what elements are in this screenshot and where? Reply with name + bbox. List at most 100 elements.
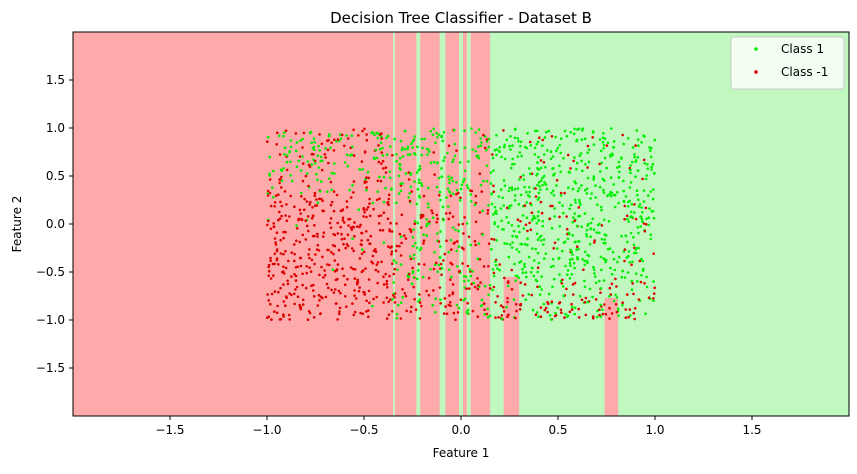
point-class-neg1 [278, 217, 282, 220]
point-class-neg1 [269, 227, 273, 230]
point-class-1 [628, 186, 632, 189]
point-class-neg1 [296, 295, 300, 299]
point-class-neg1 [278, 153, 282, 156]
point-class-1 [507, 207, 511, 210]
point-class-neg1 [551, 204, 554, 208]
point-class-1 [532, 259, 536, 262]
point-class-neg1 [303, 197, 306, 201]
point-class-neg1 [593, 239, 596, 242]
point-class-neg1 [621, 133, 624, 137]
point-class-neg1 [290, 293, 293, 297]
point-class-1 [602, 191, 606, 194]
point-class-1 [612, 183, 615, 186]
point-class-neg1 [557, 302, 561, 305]
point-class-1 [522, 227, 525, 230]
point-class-neg1 [275, 143, 279, 146]
point-class-neg1 [524, 223, 528, 227]
point-class-1 [373, 133, 376, 137]
point-class-neg1 [300, 218, 304, 222]
point-class-neg1 [300, 195, 303, 198]
point-class-1 [529, 271, 533, 274]
point-class-1 [633, 211, 636, 214]
point-class-1 [636, 138, 640, 141]
point-class-1 [539, 179, 543, 183]
point-class-neg1 [311, 206, 314, 209]
point-class-neg1 [360, 160, 364, 163]
point-class-neg1 [565, 287, 568, 291]
point-class-neg1 [410, 190, 414, 193]
point-class-1 [493, 222, 496, 226]
point-class-neg1 [313, 224, 316, 227]
point-class-neg1 [583, 301, 587, 304]
point-class-1 [502, 179, 506, 182]
point-class-neg1 [267, 315, 271, 319]
point-class-1 [472, 281, 476, 285]
point-class-1 [571, 253, 574, 256]
point-class-neg1 [439, 262, 443, 266]
point-class-1 [640, 274, 643, 277]
point-class-1 [651, 162, 655, 166]
point-class-neg1 [482, 302, 486, 305]
point-class-1 [415, 171, 419, 174]
point-class-1 [406, 153, 410, 157]
point-class-neg1 [323, 269, 326, 272]
point-class-neg1 [580, 298, 584, 302]
point-class-1 [526, 243, 529, 247]
point-class-1 [649, 155, 653, 159]
point-class-neg1 [518, 308, 522, 311]
point-class-1 [440, 134, 444, 138]
point-class-1 [635, 189, 639, 192]
point-class-1 [437, 133, 441, 137]
point-class-1 [455, 303, 459, 307]
point-class-1 [440, 267, 444, 270]
point-class-neg1 [333, 259, 337, 262]
point-class-1 [601, 136, 605, 140]
point-class-1 [494, 260, 497, 263]
point-class-neg1 [273, 237, 277, 240]
point-class-neg1 [474, 194, 478, 198]
point-class-neg1 [278, 181, 281, 185]
point-class-neg1 [321, 235, 325, 238]
point-class-neg1 [285, 203, 288, 206]
point-class-1 [613, 205, 617, 209]
point-class-neg1 [643, 282, 646, 285]
point-class-1 [538, 285, 542, 289]
point-class-1 [521, 267, 524, 271]
point-class-neg1 [528, 221, 531, 225]
point-class-1 [508, 204, 511, 208]
point-class-neg1 [478, 172, 482, 175]
point-class-1 [553, 215, 556, 218]
point-class-1 [465, 184, 469, 187]
point-class-1 [648, 149, 652, 152]
point-class-neg1 [368, 214, 372, 218]
point-class-neg1 [289, 194, 293, 198]
point-class-1 [616, 260, 619, 264]
point-class-1 [427, 186, 430, 190]
y-axis-ticks: −1.5−1.0−0.50.00.51.01.5 [36, 73, 73, 375]
point-class-1 [463, 146, 467, 150]
point-class-1 [623, 276, 627, 279]
point-class-1 [585, 232, 588, 236]
point-class-neg1 [328, 221, 332, 225]
point-class-1 [451, 179, 455, 183]
point-class-1 [602, 143, 606, 147]
point-class-neg1 [467, 287, 471, 290]
point-class-1 [536, 183, 539, 187]
point-class-neg1 [419, 216, 423, 219]
point-class-1 [301, 155, 304, 158]
point-class-1 [463, 169, 467, 173]
point-class-neg1 [555, 179, 559, 182]
point-class-neg1 [376, 270, 380, 273]
point-class-1 [573, 127, 576, 131]
point-class-1 [453, 142, 457, 146]
point-class-1 [511, 162, 514, 166]
point-class-neg1 [294, 132, 298, 135]
point-class-neg1 [423, 263, 426, 266]
point-class-1 [580, 184, 583, 187]
point-class-1 [587, 148, 591, 152]
point-class-1 [583, 263, 587, 267]
point-class-neg1 [389, 298, 392, 302]
point-class-1 [431, 133, 435, 137]
point-class-1 [440, 167, 443, 170]
point-class-neg1 [283, 190, 287, 193]
